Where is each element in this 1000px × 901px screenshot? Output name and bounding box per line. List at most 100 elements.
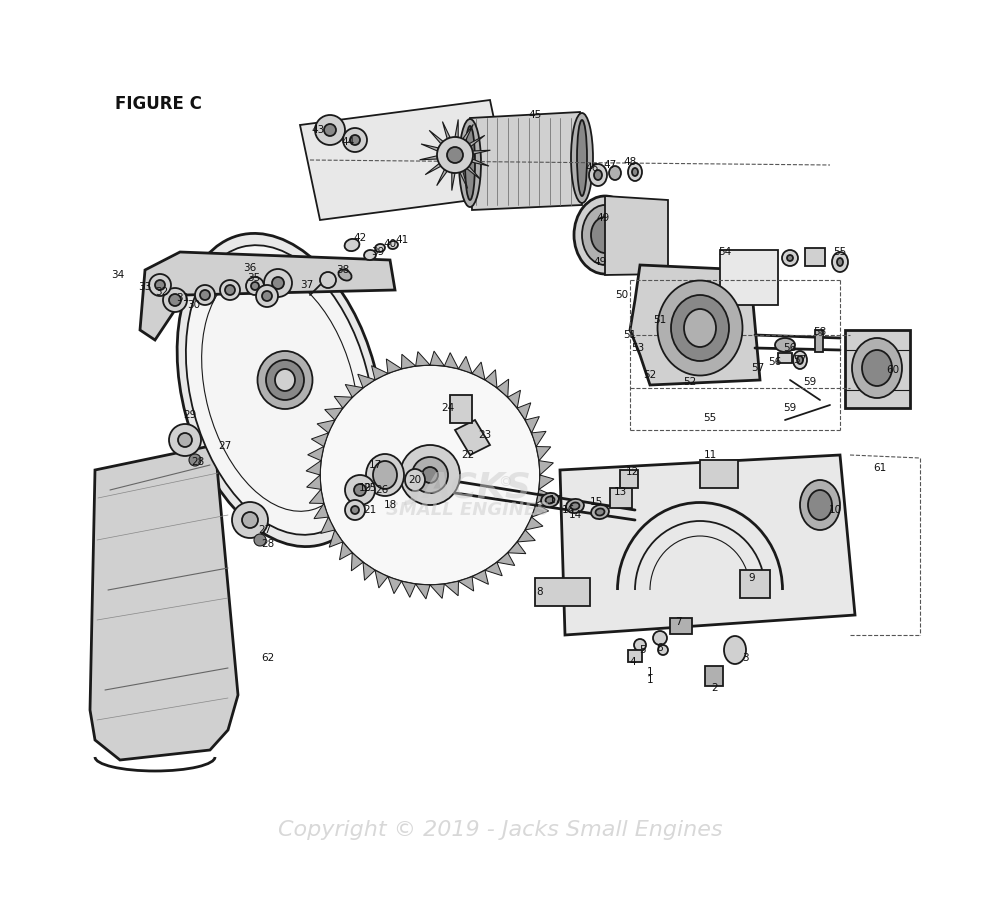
Text: 46: 46: [585, 163, 599, 173]
Polygon shape: [416, 584, 430, 599]
Text: 43: 43: [311, 125, 325, 135]
Ellipse shape: [671, 295, 729, 361]
Bar: [628, 650, 642, 662]
Circle shape: [345, 500, 365, 520]
Polygon shape: [386, 359, 402, 373]
Text: 24: 24: [441, 403, 455, 413]
Text: 60: 60: [886, 365, 900, 375]
Text: 5: 5: [640, 645, 646, 655]
Circle shape: [437, 137, 473, 173]
Text: 17: 17: [368, 460, 382, 470]
Text: 42: 42: [353, 233, 367, 243]
Circle shape: [225, 285, 235, 295]
Bar: [535, 578, 590, 606]
Text: FIGURE C: FIGURE C: [115, 95, 202, 113]
Ellipse shape: [591, 505, 609, 519]
Circle shape: [169, 424, 201, 456]
Ellipse shape: [684, 309, 716, 347]
Circle shape: [155, 280, 165, 290]
Polygon shape: [307, 475, 321, 489]
Circle shape: [787, 255, 793, 261]
Polygon shape: [605, 196, 668, 275]
Text: 51: 51: [623, 330, 637, 340]
Polygon shape: [334, 396, 352, 408]
Text: 28: 28: [261, 539, 275, 549]
Bar: [610, 488, 632, 508]
Ellipse shape: [345, 239, 359, 251]
Ellipse shape: [388, 241, 398, 249]
Text: 7: 7: [675, 617, 681, 627]
Text: 58: 58: [813, 327, 827, 337]
Ellipse shape: [571, 503, 579, 510]
Polygon shape: [455, 120, 458, 137]
Text: 49: 49: [596, 213, 610, 223]
Ellipse shape: [366, 454, 404, 496]
Ellipse shape: [609, 166, 621, 180]
Polygon shape: [539, 460, 553, 475]
Ellipse shape: [541, 493, 559, 507]
Text: 27: 27: [218, 441, 232, 451]
Ellipse shape: [852, 338, 902, 398]
Polygon shape: [452, 173, 455, 190]
Circle shape: [320, 365, 540, 585]
Circle shape: [163, 288, 187, 312]
Ellipse shape: [375, 244, 385, 252]
Ellipse shape: [364, 250, 376, 260]
Ellipse shape: [373, 461, 397, 489]
Ellipse shape: [591, 217, 619, 253]
Circle shape: [653, 631, 667, 645]
Polygon shape: [308, 447, 324, 460]
Text: 33: 33: [138, 282, 152, 292]
Polygon shape: [425, 163, 441, 175]
Text: 19: 19: [358, 483, 372, 493]
Circle shape: [242, 512, 258, 528]
Polygon shape: [321, 517, 335, 533]
Polygon shape: [300, 100, 510, 220]
Text: 17: 17: [548, 495, 562, 505]
Circle shape: [354, 484, 366, 496]
Polygon shape: [345, 385, 363, 397]
Polygon shape: [455, 420, 490, 455]
Text: 61: 61: [873, 463, 887, 473]
Ellipse shape: [596, 508, 604, 515]
Circle shape: [272, 277, 284, 289]
Bar: [805, 248, 825, 266]
Circle shape: [634, 639, 646, 651]
Polygon shape: [460, 171, 468, 188]
Polygon shape: [458, 356, 472, 373]
Ellipse shape: [275, 369, 295, 391]
Polygon shape: [485, 369, 497, 387]
Text: 11: 11: [703, 450, 717, 460]
Polygon shape: [472, 570, 488, 585]
Circle shape: [447, 147, 463, 163]
Polygon shape: [375, 570, 388, 588]
Ellipse shape: [632, 168, 638, 176]
Text: 8: 8: [537, 587, 543, 597]
Polygon shape: [536, 489, 552, 504]
Polygon shape: [485, 562, 502, 576]
Ellipse shape: [832, 252, 848, 272]
Ellipse shape: [266, 360, 304, 400]
Polygon shape: [458, 577, 474, 591]
Text: 53: 53: [631, 343, 645, 353]
Ellipse shape: [571, 113, 593, 203]
Ellipse shape: [582, 205, 628, 265]
Circle shape: [220, 280, 240, 300]
Text: 35: 35: [247, 273, 261, 283]
Text: 52: 52: [643, 370, 657, 380]
Text: 39: 39: [371, 247, 385, 257]
Text: 57: 57: [751, 363, 765, 373]
Circle shape: [351, 506, 359, 514]
Text: 41: 41: [395, 235, 409, 245]
Polygon shape: [473, 150, 490, 154]
Polygon shape: [402, 354, 416, 369]
Circle shape: [200, 290, 210, 300]
Bar: [670, 618, 692, 634]
Polygon shape: [317, 420, 335, 432]
Polygon shape: [525, 416, 539, 432]
Text: 15: 15: [589, 497, 603, 507]
Text: 20: 20: [408, 475, 422, 485]
Ellipse shape: [574, 196, 636, 274]
Text: 56: 56: [768, 357, 782, 367]
Polygon shape: [560, 455, 855, 635]
